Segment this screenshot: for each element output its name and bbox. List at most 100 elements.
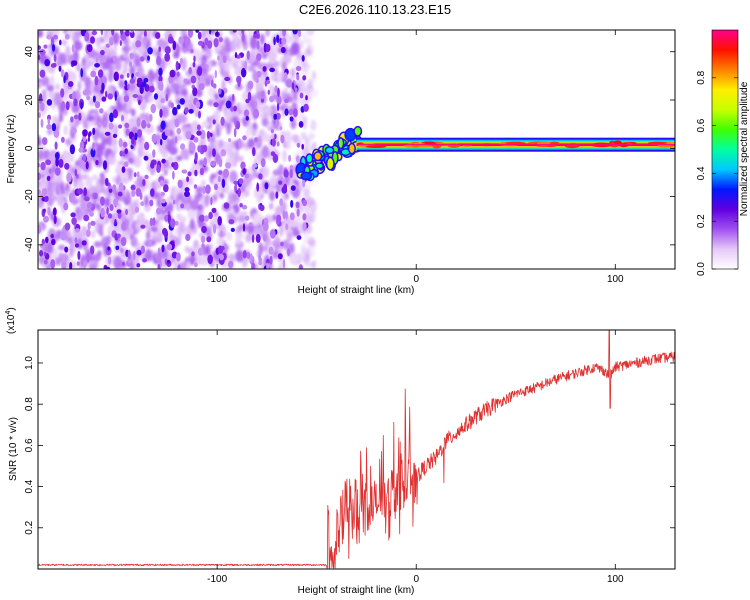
heatmap-cell [212, 148, 216, 157]
snr-x-tick-label: 100 [607, 574, 624, 585]
heatmap-cell [247, 65, 256, 72]
colorbar-tick-label: 0.2 [696, 214, 707, 228]
heatmap-cell [297, 235, 302, 240]
heatmap-cell [208, 212, 213, 219]
heatmap-cell [73, 99, 77, 107]
heatmap-cell [142, 258, 147, 262]
heatmap-cell [125, 30, 130, 37]
heatmap-cell [40, 244, 44, 248]
colorbar-tick-label: 0.4 [696, 166, 707, 180]
heatmap-cell [90, 71, 96, 78]
heatmap-cell [270, 87, 274, 95]
heatmap-cell [75, 228, 80, 232]
heatmap-cell [42, 188, 48, 196]
heatmap-cell [163, 184, 169, 192]
heatmap-cell [279, 198, 283, 205]
heatmap-cell [103, 160, 107, 170]
heatmap-cell [102, 76, 107, 83]
heatmap-cell [160, 180, 164, 186]
colorbar-label: Normalized spectral amplitude [739, 81, 750, 216]
heatmap-cell [190, 144, 193, 150]
heatmap-cell [123, 142, 128, 148]
heatmap-cell [43, 209, 46, 213]
heatmap-cell [78, 113, 81, 121]
heatmap-cell [80, 102, 82, 110]
heatmap-cell [226, 122, 231, 135]
heatmap-cell [149, 86, 155, 93]
heatmap-cell [108, 213, 112, 218]
heatmap-cell [167, 260, 170, 264]
heatmap-cell [75, 206, 80, 213]
heatmap-cell [43, 216, 49, 223]
heatmap-cell [112, 184, 117, 193]
heatmap-cell [307, 27, 315, 36]
heatmap-cell [48, 91, 55, 99]
heatmap-cell [59, 112, 63, 123]
heatmap-cell [99, 108, 103, 113]
heatmap-cell [199, 83, 205, 90]
heatmap-cell [277, 141, 280, 146]
heatmap-y-tick-label: 20 [24, 94, 35, 106]
heatmap-cell [349, 144, 354, 153]
heatmap-cell [70, 212, 75, 217]
heatmap-cell [89, 264, 95, 272]
colorbar: 0.00.20.40.60.8 Normalized spectral ampl… [696, 30, 750, 276]
heatmap-cell [146, 230, 151, 240]
heatmap-cell [86, 96, 90, 101]
heatmap-cell [52, 123, 56, 131]
heatmap-cell [83, 260, 86, 269]
heatmap-cell [223, 169, 229, 178]
heatmap-cell [316, 164, 322, 168]
heatmap-cell [239, 178, 244, 184]
heatmap-cell [206, 236, 211, 242]
heatmap-cell [245, 216, 250, 221]
heatmap-cell [278, 181, 282, 185]
heatmap-cell [303, 222, 307, 231]
heatmap-cell [129, 53, 134, 59]
heatmap-cell [93, 96, 96, 103]
heatmap-cell [193, 137, 198, 143]
heatmap-cell [285, 131, 292, 145]
heatmap-cell [355, 127, 361, 135]
heatmap-cell [259, 257, 263, 262]
heatmap-cell [147, 47, 153, 54]
heatmap-cell [61, 39, 67, 46]
heatmap-cell [277, 88, 280, 97]
heatmap-cell [185, 234, 190, 241]
heatmap-cell [165, 94, 168, 101]
heatmap-cell [218, 102, 222, 112]
heatmap-cell [56, 185, 60, 195]
heatmap-cell [38, 112, 41, 118]
heatmap-cell [59, 40, 62, 46]
heatmap-cell [273, 37, 276, 45]
heatmap-cell [177, 105, 181, 110]
heatmap-cell [326, 148, 333, 153]
heatmap-cell [144, 142, 149, 150]
heatmap-cell [40, 70, 46, 78]
heatmap-cell [290, 212, 295, 220]
heatmap-cell [302, 213, 306, 220]
heatmap-cell [111, 27, 114, 36]
heatmap-cell [42, 137, 48, 145]
heatmap-cell [201, 236, 206, 244]
heatmap-cell [150, 188, 155, 197]
heatmap-cell [72, 128, 77, 134]
heatmap-cell [235, 52, 237, 58]
heatmap-cell [100, 197, 105, 206]
heatmap-cell [228, 193, 233, 205]
heatmap-cell [213, 102, 218, 107]
heatmap-cell [113, 256, 122, 269]
heatmap-cell [261, 91, 265, 97]
heatmap-cell [105, 178, 109, 186]
heatmap-cell [273, 154, 279, 163]
heatmap-cell [252, 164, 257, 168]
heatmap-cell [307, 237, 315, 245]
svg-text:(x104): (x104) [5, 307, 17, 334]
heatmap-cell [269, 68, 275, 73]
heatmap-cell [198, 32, 202, 40]
heatmap-cell [237, 79, 240, 87]
heatmap-cell [172, 171, 175, 180]
heatmap-cell [181, 169, 187, 173]
heatmap-cell [302, 173, 311, 179]
heatmap-cell [193, 56, 195, 63]
